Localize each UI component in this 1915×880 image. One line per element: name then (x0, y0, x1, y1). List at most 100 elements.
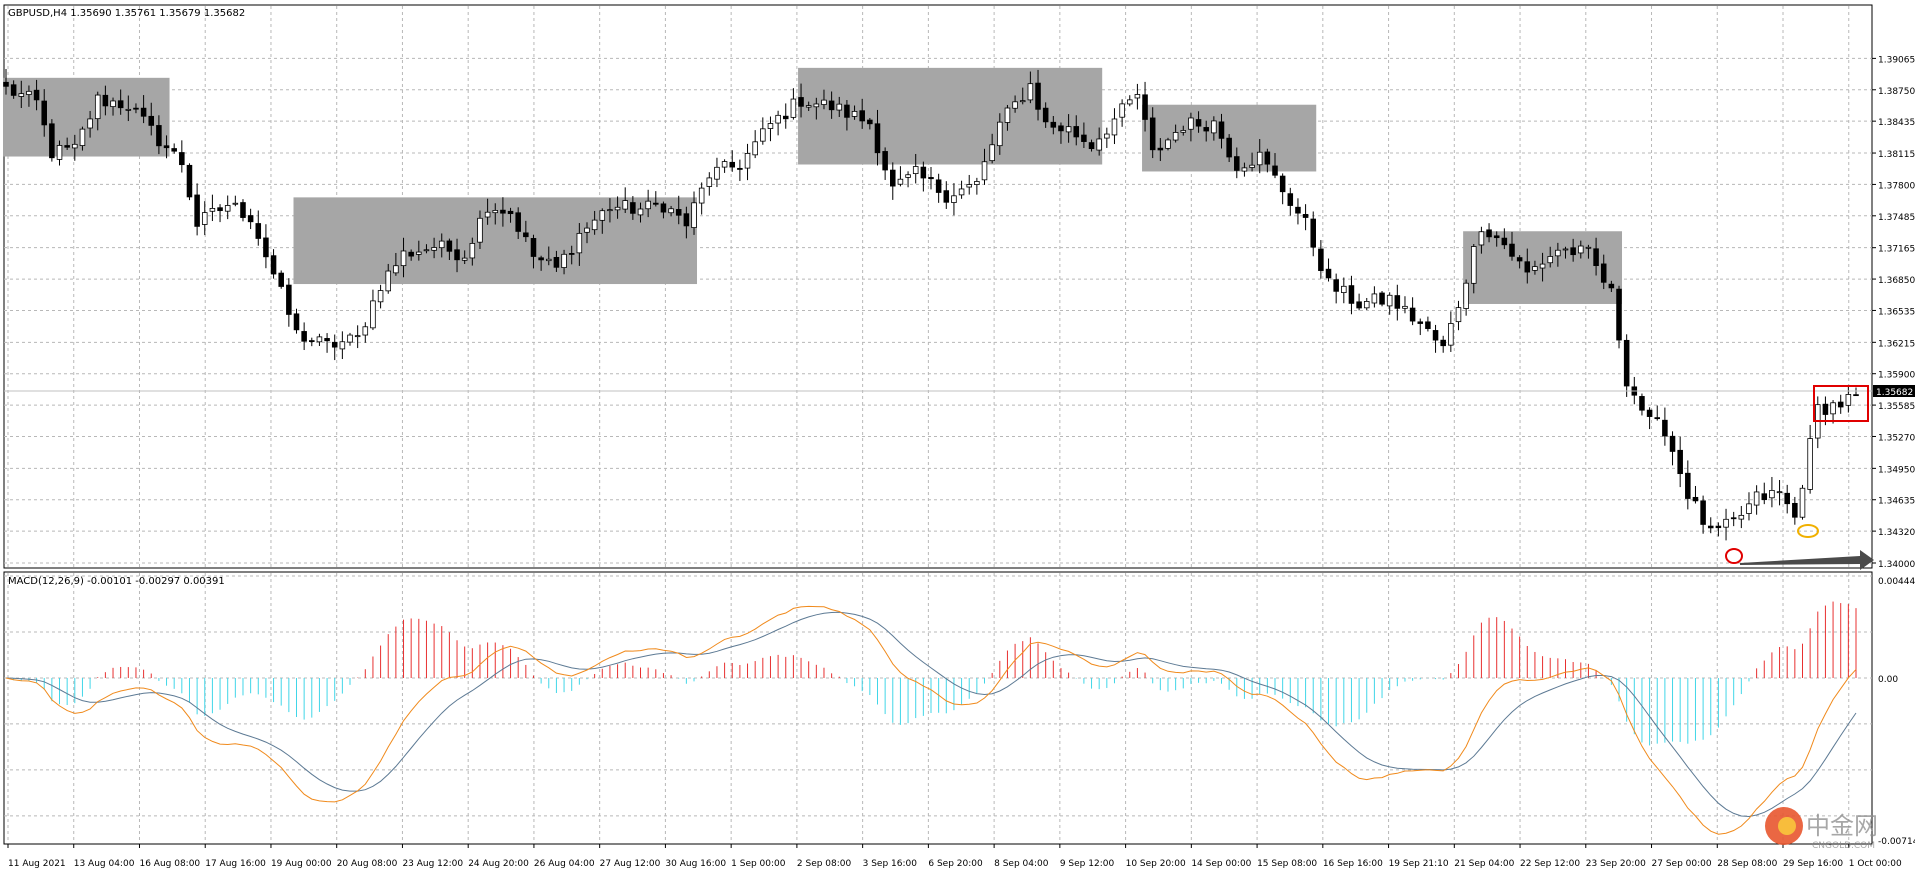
candle-bear (1203, 127, 1209, 132)
candle-bear (1409, 307, 1416, 322)
candle-bull (1830, 402, 1836, 415)
candle-bull (1402, 305, 1408, 309)
candle-bear (156, 125, 162, 147)
swing-low-red-circle (1725, 548, 1743, 564)
candle-bear (1394, 295, 1401, 309)
candle-bear (1325, 268, 1332, 279)
time-tick-label: 20 Aug 08:00 (337, 859, 398, 869)
time-tick-label: 10 Sep 20:00 (1126, 859, 1186, 869)
candle-bear (737, 167, 743, 170)
candle-bear (309, 340, 315, 342)
candle-bull (1478, 231, 1485, 246)
candle-bull (1448, 323, 1454, 346)
candle-bull (958, 188, 965, 196)
candle-bull (416, 251, 422, 255)
candle-bull (951, 195, 957, 203)
watermark-site: CNGOLD.COM (1812, 841, 1875, 851)
candle-bull (698, 187, 705, 204)
candle-bear (1440, 339, 1446, 347)
candle-bull (1211, 120, 1217, 134)
candle-bear (660, 203, 667, 213)
candle-bear (1042, 107, 1049, 123)
candle-bull (1371, 293, 1378, 304)
candle-bear (171, 148, 177, 152)
candle-bear (1073, 126, 1080, 138)
candle-bear (1272, 165, 1278, 176)
candle-bull (26, 90, 32, 95)
candle-bear (530, 238, 537, 257)
candle-bull (316, 336, 323, 343)
candle-bull (614, 206, 621, 211)
candle-bull (370, 300, 376, 329)
candle-bull (1249, 164, 1255, 168)
candle-bear (1707, 525, 1714, 529)
time-tick-label: 16 Sep 16:00 (1323, 859, 1383, 869)
candle-bull (1547, 256, 1553, 264)
candle-bull (1845, 394, 1852, 406)
candle-bull (461, 257, 468, 261)
candle-bear (1417, 321, 1424, 324)
price-tick-label: 1.35270 (1878, 433, 1915, 443)
candle-bear (1608, 283, 1615, 289)
candle-bull (492, 210, 499, 214)
candle-bear (1570, 247, 1576, 256)
candle-bull (576, 232, 583, 254)
candle-bull (1799, 487, 1806, 518)
candle-bull (1386, 294, 1393, 307)
macd-tick-label: -0.00714 (1878, 837, 1915, 847)
candle-bull (400, 250, 407, 267)
rising-lows-arrow (1740, 550, 1874, 570)
price-axis: 1.39065 1.38750 1.38435 1.38115 1.37800 1.374… (1872, 55, 1915, 570)
candle-bear (1654, 417, 1661, 420)
candle-bull (897, 178, 904, 185)
candle-bull (545, 258, 552, 262)
candle-bull (1585, 246, 1592, 249)
candle-bull (1065, 126, 1072, 133)
candle-bear (1692, 496, 1699, 502)
candle-bull (209, 207, 216, 212)
candle-bear (1432, 330, 1439, 341)
candle-bull (1555, 249, 1561, 257)
candle-bull (905, 174, 911, 178)
candle-bull (79, 128, 86, 146)
candle-bull (1807, 438, 1813, 490)
price-pane[interactable] (3, 4, 1873, 569)
candle-bull (125, 108, 132, 111)
macd-pane[interactable] (3, 571, 1873, 845)
time-tick-label: 29 Sep 16:00 (1783, 859, 1843, 869)
price-tick-label: 1.37485 (1878, 213, 1915, 223)
price-tick-label: 1.38435 (1878, 118, 1915, 128)
candle-bull (966, 184, 972, 188)
candle-bear (41, 100, 47, 126)
candle-bear (1784, 492, 1790, 505)
candle-bull (851, 111, 858, 117)
time-tick-label: 1 Sep 00:00 (731, 859, 786, 869)
candle-bear (1639, 396, 1645, 411)
time-tick-label: 6 Sep 20:00 (928, 859, 983, 869)
candle-bull (997, 121, 1003, 147)
higher-low-yellow-circle (1797, 524, 1819, 538)
candle-bull (691, 202, 697, 228)
candle-bull (767, 123, 774, 129)
candle-bear (1356, 301, 1362, 309)
watermark: 中金网 CNGOLD.COM (1765, 807, 1878, 851)
macd-tick-label: 0.00444 (1878, 577, 1915, 587)
candle-bear (1149, 117, 1156, 151)
candle-bull (1463, 282, 1469, 309)
time-axis: 11 Aug 2021 13 Aug 04:00 16 Aug 08:00 17 Au… (7, 844, 1902, 869)
candle-bull (385, 270, 392, 292)
price-tick-label: 1.35900 (1878, 371, 1915, 381)
candle-bull (760, 128, 766, 142)
candle-bull (714, 166, 720, 180)
candle-bull (721, 161, 728, 168)
candle-bear (675, 209, 682, 216)
candle-bull (790, 98, 797, 118)
time-tick-label: 11 Aug 2021 (8, 859, 66, 869)
price-tick-label: 1.35585 (1878, 402, 1915, 412)
candle-bear (1715, 525, 1722, 529)
candle-bear (446, 240, 453, 252)
candle-bear (163, 145, 170, 149)
candle-bull (1746, 503, 1752, 514)
candle-bear (1226, 137, 1232, 158)
